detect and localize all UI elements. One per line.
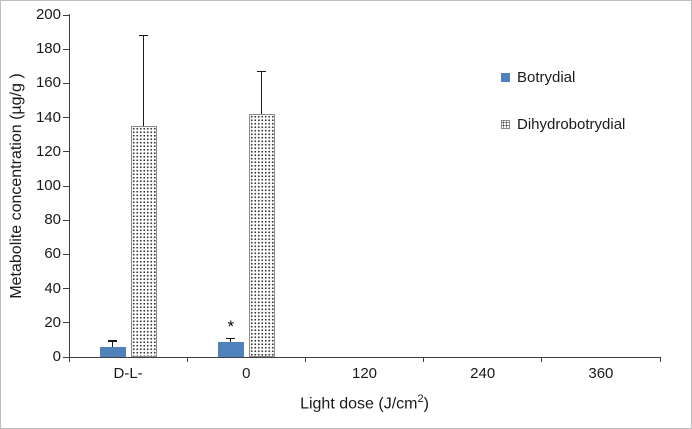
x-tick-mark	[68, 357, 70, 362]
bar-botrydial	[217, 341, 244, 357]
bar-dihydrobotrydial	[248, 114, 275, 357]
y-tick-mark	[63, 48, 69, 50]
y-tick-mark	[63, 219, 69, 221]
y-tick-label: 60	[44, 245, 61, 263]
y-tick-mark	[63, 322, 69, 324]
error-bar-line	[112, 340, 114, 347]
x-axis-line	[69, 357, 660, 358]
x-axis-label-text: Light dose (J/cm	[300, 395, 418, 413]
y-tick-mark	[63, 356, 69, 358]
x-tick-mark	[186, 357, 188, 362]
y-tick-mark	[63, 151, 69, 153]
x-tick-mark	[423, 357, 425, 362]
legend-marker-dihydrobotrydial	[501, 120, 510, 129]
legend-label: Dihydrobotrydial	[517, 116, 626, 133]
x-tick-label: 120	[351, 365, 378, 382]
error-bar-cap	[257, 70, 267, 73]
legend-item: Botrydial	[501, 69, 625, 86]
y-tick-mark	[63, 82, 69, 84]
x-axis-label-text-suffix: )	[423, 395, 429, 413]
y-tick-mark	[63, 288, 69, 290]
y-tick-label: 180	[35, 40, 61, 58]
x-tick-mark	[541, 357, 543, 362]
x-axis-label: Light dose (J/cm2)	[69, 393, 660, 413]
y-tick-label: 100	[35, 177, 61, 194]
bar-dihydrobotrydial	[130, 126, 157, 357]
y-tick-label: 80	[44, 211, 61, 229]
y-tick-label: 200	[35, 6, 61, 23]
y-tick-label: 120	[35, 142, 61, 160]
error-bar-cap	[139, 34, 149, 37]
error-bar-cap	[226, 337, 236, 339]
error-bar-cap	[108, 340, 118, 342]
y-tick-mark	[63, 253, 69, 255]
error-bar-line	[143, 35, 145, 127]
legend-marker-botrydial	[501, 73, 510, 82]
legend-label: Botrydial	[517, 69, 576, 86]
y-tick-mark	[63, 185, 69, 187]
significance-asterisk: *	[227, 317, 235, 337]
y-axis-line	[69, 14, 70, 358]
y-tick-label: 140	[35, 108, 61, 126]
error-bar-line	[230, 338, 232, 342]
bar-botrydial	[99, 346, 126, 357]
legend-item: Dihydrobotrydial	[501, 116, 625, 133]
x-tick-label: D-L-	[113, 365, 143, 382]
error-bar-line	[261, 71, 263, 115]
x-tick-mark	[659, 357, 661, 362]
y-tick-mark	[63, 117, 69, 119]
y-tick-label: 40	[44, 279, 61, 297]
x-tick-mark	[304, 357, 306, 362]
y-tick-label: 160	[35, 74, 61, 92]
y-tick-mark	[63, 14, 69, 16]
y-tick-label: 20	[44, 313, 61, 331]
x-tick-label: 240	[470, 365, 496, 382]
legend: Botrydial Dihydrobotrydial	[501, 69, 625, 163]
x-tick-label: 360	[588, 365, 614, 382]
y-tick-label: 0	[52, 348, 61, 365]
x-axis-label-superscript: 2	[417, 393, 424, 405]
x-tick-label: 0	[242, 365, 251, 382]
